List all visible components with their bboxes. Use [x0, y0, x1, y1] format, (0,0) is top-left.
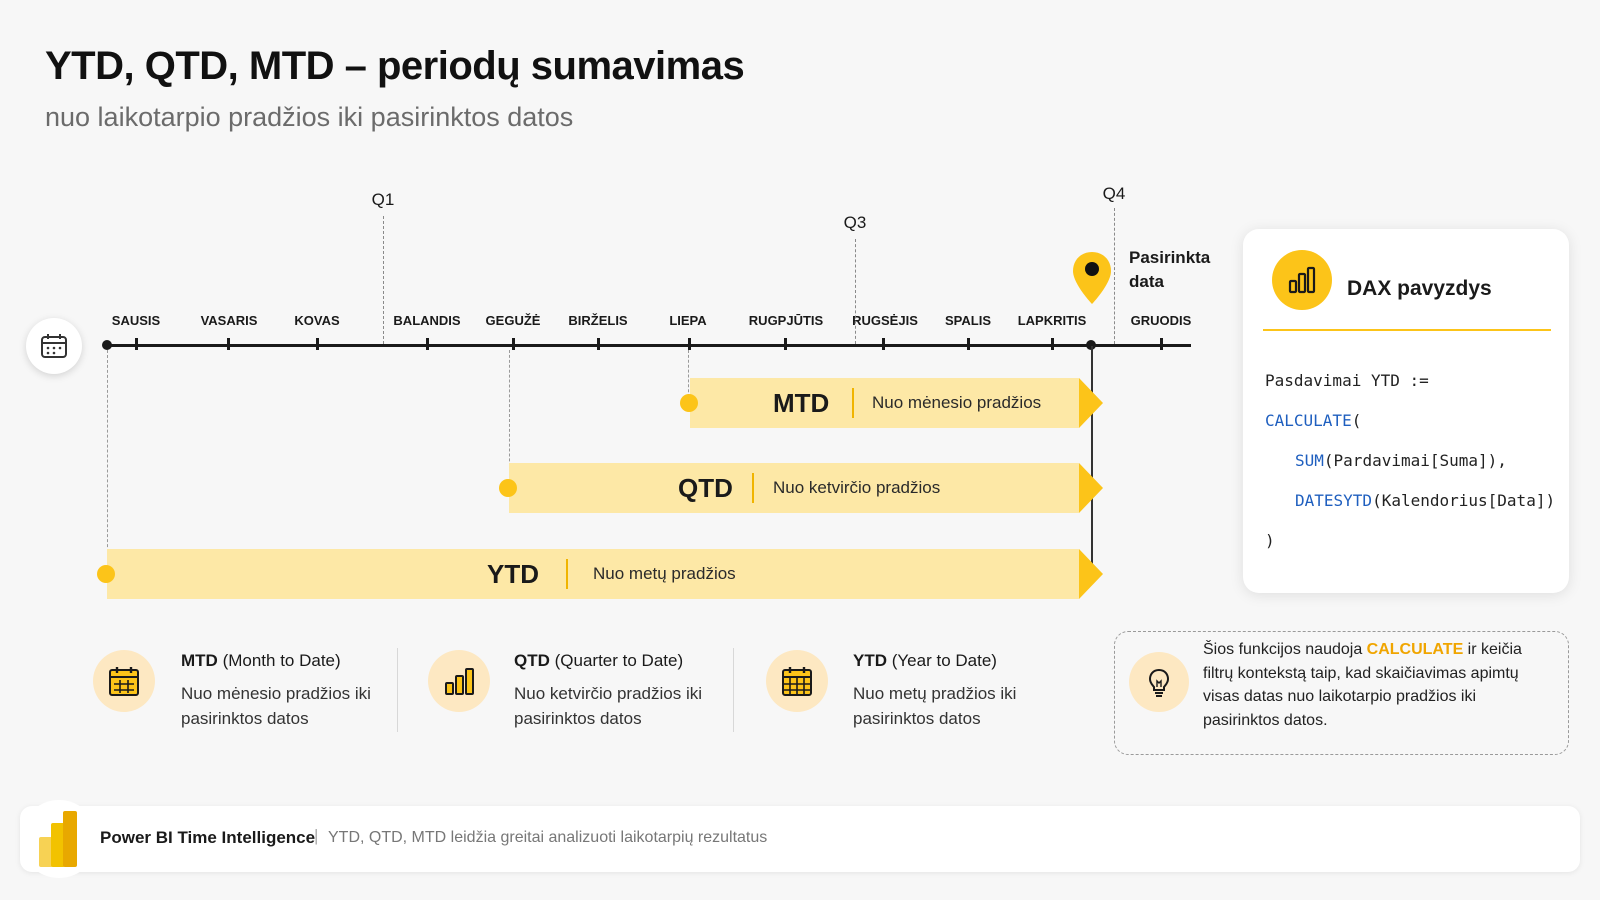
footer-text: YTD, QTD, MTD leidžia greitai analizuoti… — [328, 829, 768, 846]
ytd-bar-arrow — [1079, 549, 1103, 599]
month-label: BIRŽELIS — [568, 313, 628, 328]
ytd-start-guide — [107, 350, 108, 572]
tick — [882, 338, 885, 350]
footer-brand: Power BI Time Intelligence — [100, 828, 316, 847]
code-line: CALCULATE( — [1265, 411, 1362, 430]
tick — [316, 338, 319, 350]
code-line: SUM(Pardavimai[Suma]), — [1295, 451, 1507, 470]
month-label: BALANDIS — [393, 313, 461, 328]
quarter-label-q1: Q1 — [371, 190, 395, 209]
tick — [784, 338, 787, 350]
selected-date-label: Pasirinkta data — [1129, 248, 1211, 291]
calendar-icon — [93, 650, 155, 712]
tick — [1051, 338, 1054, 350]
month-label: GEGUŽĖ — [485, 313, 541, 328]
quarter-divider — [855, 239, 856, 344]
bar-description: Nuo mėnesio pradžios — [872, 393, 1042, 412]
note-text: Šios funkcijos naudoja CALCULATE ir keič… — [1203, 641, 1522, 729]
month-label: VASARIS — [200, 313, 258, 328]
legend-title: YTD (Year to Date) — [853, 651, 997, 670]
month-label: KOVAS — [294, 313, 340, 328]
month-label: SAUSIS — [111, 313, 161, 328]
location-pin-icon — [1073, 252, 1111, 304]
bar-chart-icon — [1272, 250, 1332, 310]
month-label: RUGSĖJIS — [852, 313, 918, 328]
divider — [397, 648, 398, 732]
quarter-divider — [1114, 208, 1115, 344]
tick — [967, 338, 970, 350]
month-label: RUGPJŪTIS — [748, 313, 824, 328]
month-label: LIEPA — [669, 313, 707, 328]
footer-separator: | — [314, 826, 319, 845]
divider — [733, 648, 734, 732]
calendar-icon — [26, 318, 82, 374]
ytd-bar: YTD Nuo metų pradžios — [107, 549, 1079, 599]
mtd-bar: MTD Nuo mėnesio pradžios — [690, 378, 1079, 428]
footer-bar: Power BI Time Intelligence | YTD, QTD, M… — [20, 800, 1580, 878]
page-subtitle: nuo laikotarpio pradžios iki pasirinktos… — [45, 102, 574, 132]
bar-label: QTD — [678, 473, 733, 503]
bar-label: MTD — [773, 388, 830, 418]
quarter-divider — [383, 216, 384, 344]
code-line: Pasdavimai YTD := — [1265, 371, 1429, 390]
dax-example-card: DAX pavyzdys Pasdavimai YTD := CALCULATE… — [1243, 229, 1569, 593]
mtd-bar-arrow — [1079, 378, 1103, 428]
legend-description: Nuo mėnesio pradžios iki pasirinktos dat… — [181, 684, 371, 728]
divider — [1263, 329, 1551, 331]
power-bi-logo-icon — [20, 800, 98, 878]
legend-title: QTD (Quarter to Date) — [514, 651, 684, 670]
selected-date-line — [1091, 346, 1093, 574]
legend-description: Nuo metų pradžios iki pasirinktos datos — [853, 684, 1017, 728]
page-title: YTD, QTD, MTD – periodų sumavimas — [45, 44, 745, 88]
bar-description: Nuo metų pradžios — [593, 564, 736, 583]
calendar-grid-icon — [766, 650, 828, 712]
code-line: ) — [1265, 531, 1275, 550]
tick — [597, 338, 600, 350]
month-label: LAPKRITIS — [1017, 313, 1087, 328]
selected-date-dot — [1086, 340, 1096, 350]
tick — [1160, 338, 1163, 350]
mtd-start-guide — [688, 350, 689, 402]
ytd-start-dot — [97, 565, 115, 583]
bar-separator — [752, 473, 754, 503]
qtd-start-dot — [499, 479, 517, 497]
qtd-bar-arrow — [1079, 463, 1103, 513]
lightbulb-icon — [1129, 652, 1189, 712]
tick — [426, 338, 429, 350]
tick — [512, 338, 515, 350]
bar-label: YTD — [487, 559, 539, 589]
tick — [227, 338, 230, 350]
dax-card-title: DAX pavyzdys — [1347, 277, 1492, 300]
qtd-start-guide — [509, 350, 510, 486]
bar-chart-icon — [428, 650, 490, 712]
timeline-axis — [104, 344, 1191, 347]
qtd-bar: QTD Nuo ketvirčio pradžios — [509, 463, 1079, 513]
legend-description: Nuo ketvirčio pradžios iki pasirinktos d… — [514, 684, 703, 728]
timeline-start-dot — [102, 340, 112, 350]
month-label: GRUODIS — [1130, 313, 1192, 328]
info-note: Šios funkcijos naudoja CALCULATE ir keič… — [1114, 631, 1569, 755]
bar-separator — [852, 388, 854, 418]
month-label: SPALIS — [945, 313, 991, 328]
bar-description: Nuo ketvirčio pradžios — [773, 478, 941, 497]
quarter-label-q4: Q4 — [1102, 184, 1126, 203]
bar-separator — [566, 559, 568, 589]
quarter-label-q3: Q3 — [843, 213, 867, 232]
mtd-start-dot — [680, 394, 698, 412]
code-line: DATESYTD(Kalendorius[Data]) — [1295, 491, 1556, 510]
legend-title: MTD (Month to Date) — [181, 651, 341, 670]
tick — [135, 338, 138, 350]
tick — [688, 338, 691, 350]
